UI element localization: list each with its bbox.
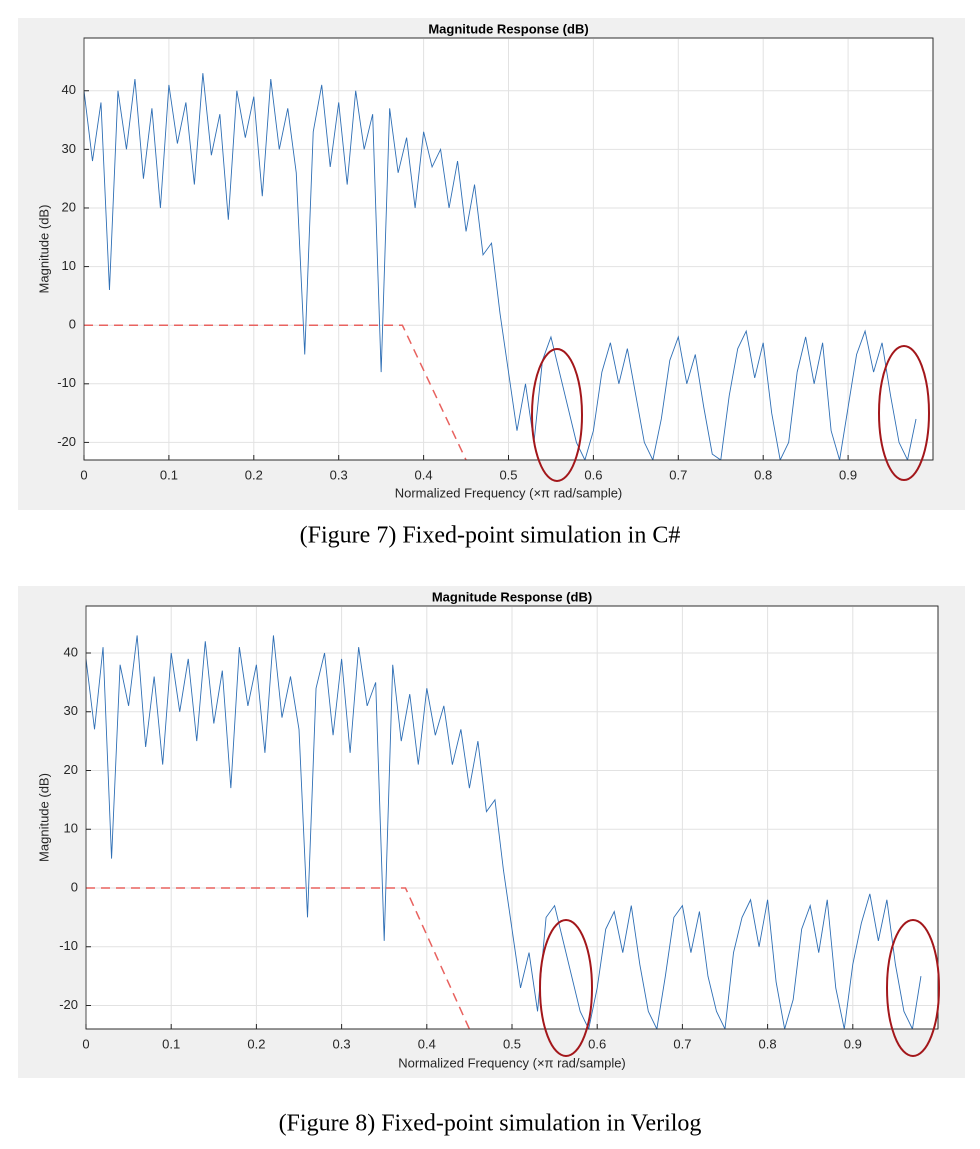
figure-caption: (Figure 8) Fixed-point simulation in Ver… bbox=[279, 1111, 702, 1137]
y-tick-label: 30 bbox=[62, 141, 76, 156]
y-tick-label: 40 bbox=[62, 82, 76, 97]
x-tick-label: 0 bbox=[80, 467, 87, 482]
highlight-ellipse bbox=[531, 348, 583, 482]
data-line bbox=[84, 324, 467, 460]
x-tick-label: 0.5 bbox=[503, 1036, 521, 1051]
y-tick-label: 10 bbox=[62, 258, 76, 273]
y-tick-label: -20 bbox=[59, 997, 78, 1012]
y-tick-label: 40 bbox=[64, 644, 78, 659]
x-tick-label: 0.2 bbox=[245, 467, 263, 482]
x-tick-label: 0.8 bbox=[759, 1036, 777, 1051]
x-tick-label: 0.9 bbox=[844, 1036, 862, 1051]
highlight-ellipse bbox=[886, 919, 940, 1057]
y-tick-label: 30 bbox=[64, 703, 78, 718]
x-tick-label: 0.1 bbox=[162, 1036, 180, 1051]
y-axis-label: Magnitude (dB) bbox=[36, 205, 51, 294]
highlight-ellipse bbox=[878, 345, 930, 481]
x-tick-label: 0.7 bbox=[669, 467, 687, 482]
figure-caption: (Figure 7) Fixed-point simulation in C# bbox=[300, 523, 681, 549]
y-tick-label: 0 bbox=[69, 317, 76, 332]
highlight-ellipse bbox=[539, 919, 593, 1057]
y-tick-label: -20 bbox=[57, 434, 76, 449]
y-tick-label: -10 bbox=[59, 938, 78, 953]
x-axis-label: Normalized Frequency (×π rad/sample) bbox=[398, 1055, 626, 1070]
x-tick-label: 0.4 bbox=[415, 467, 433, 482]
x-tick-label: 0.3 bbox=[330, 467, 348, 482]
x-tick-label: 0 bbox=[82, 1036, 89, 1051]
y-tick-label: 0 bbox=[71, 879, 78, 894]
plot-border bbox=[83, 37, 934, 461]
x-axis-label: Normalized Frequency (×π rad/sample) bbox=[395, 485, 623, 500]
x-tick-label: 0.6 bbox=[584, 467, 602, 482]
x-tick-label: 0.5 bbox=[499, 467, 517, 482]
data-line bbox=[86, 887, 471, 1029]
x-tick-label: 0.6 bbox=[588, 1036, 606, 1051]
chart-title: Magnitude Response (dB) bbox=[428, 21, 588, 36]
x-tick-label: 0.7 bbox=[673, 1036, 691, 1051]
y-tick-label: 10 bbox=[64, 821, 78, 836]
plot-border bbox=[85, 605, 939, 1030]
x-tick-label: 0.8 bbox=[754, 467, 772, 482]
x-tick-label: 0.9 bbox=[839, 467, 857, 482]
x-tick-label: 0.4 bbox=[418, 1036, 436, 1051]
y-tick-label: 20 bbox=[64, 762, 78, 777]
y-tick-label: 20 bbox=[62, 199, 76, 214]
chart-title: Magnitude Response (dB) bbox=[432, 589, 592, 604]
x-tick-label: 0.2 bbox=[247, 1036, 265, 1051]
x-tick-label: 0.1 bbox=[160, 467, 178, 482]
y-tick-label: -10 bbox=[57, 375, 76, 390]
data-line bbox=[84, 73, 917, 460]
x-tick-label: 0.3 bbox=[333, 1036, 351, 1051]
data-line bbox=[86, 635, 922, 1029]
y-axis-label: Magnitude (dB) bbox=[36, 773, 51, 862]
